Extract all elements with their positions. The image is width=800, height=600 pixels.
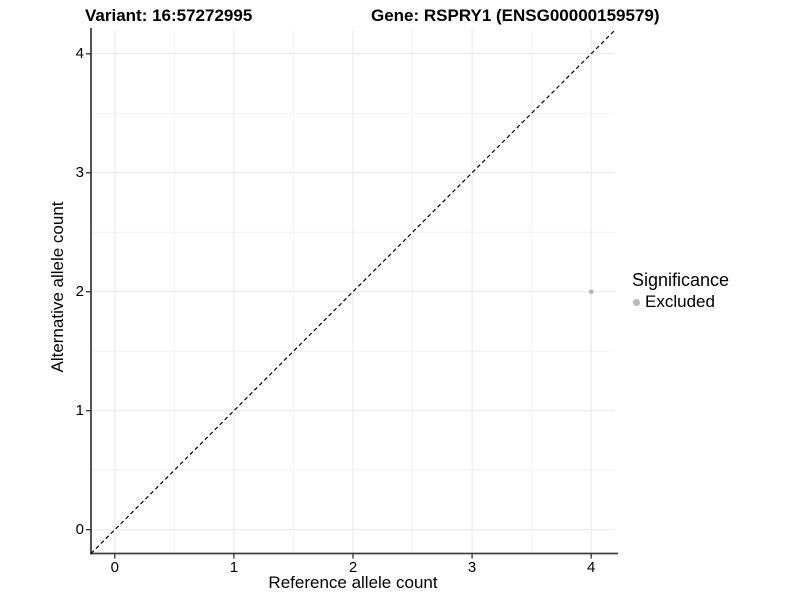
legend: Significance Excluded — [632, 270, 729, 311]
identity-dashed-line — [90, 29, 616, 554]
x-tick-label: 0 — [110, 558, 119, 576]
plot-title-variant: Variant: 16:57272995 — [85, 6, 253, 25]
legend-title: Significance — [632, 270, 730, 290]
x-tick-label: 2 — [348, 558, 358, 576]
y-tick-label: 0 — [75, 520, 84, 538]
x-axis-title: Reference allele count — [268, 573, 438, 592]
x-tick-label: 1 — [229, 558, 239, 576]
data-point — [588, 289, 594, 295]
legend-key-dot-icon — [633, 298, 640, 306]
legend-item-label: Excluded — [645, 292, 715, 311]
y-tick-label: 4 — [75, 44, 84, 62]
y-tick-label: 2 — [75, 282, 84, 300]
x-tick-label: 3 — [467, 558, 477, 576]
plot-title-gene: Gene: RSPRY1 (ENSG00000159579) — [371, 6, 660, 25]
y-tick-label: 1 — [75, 401, 84, 419]
x-tick-label: 4 — [587, 558, 596, 576]
y-tick-label: 3 — [75, 163, 84, 181]
legend-item-excluded: Excluded — [633, 293, 729, 311]
